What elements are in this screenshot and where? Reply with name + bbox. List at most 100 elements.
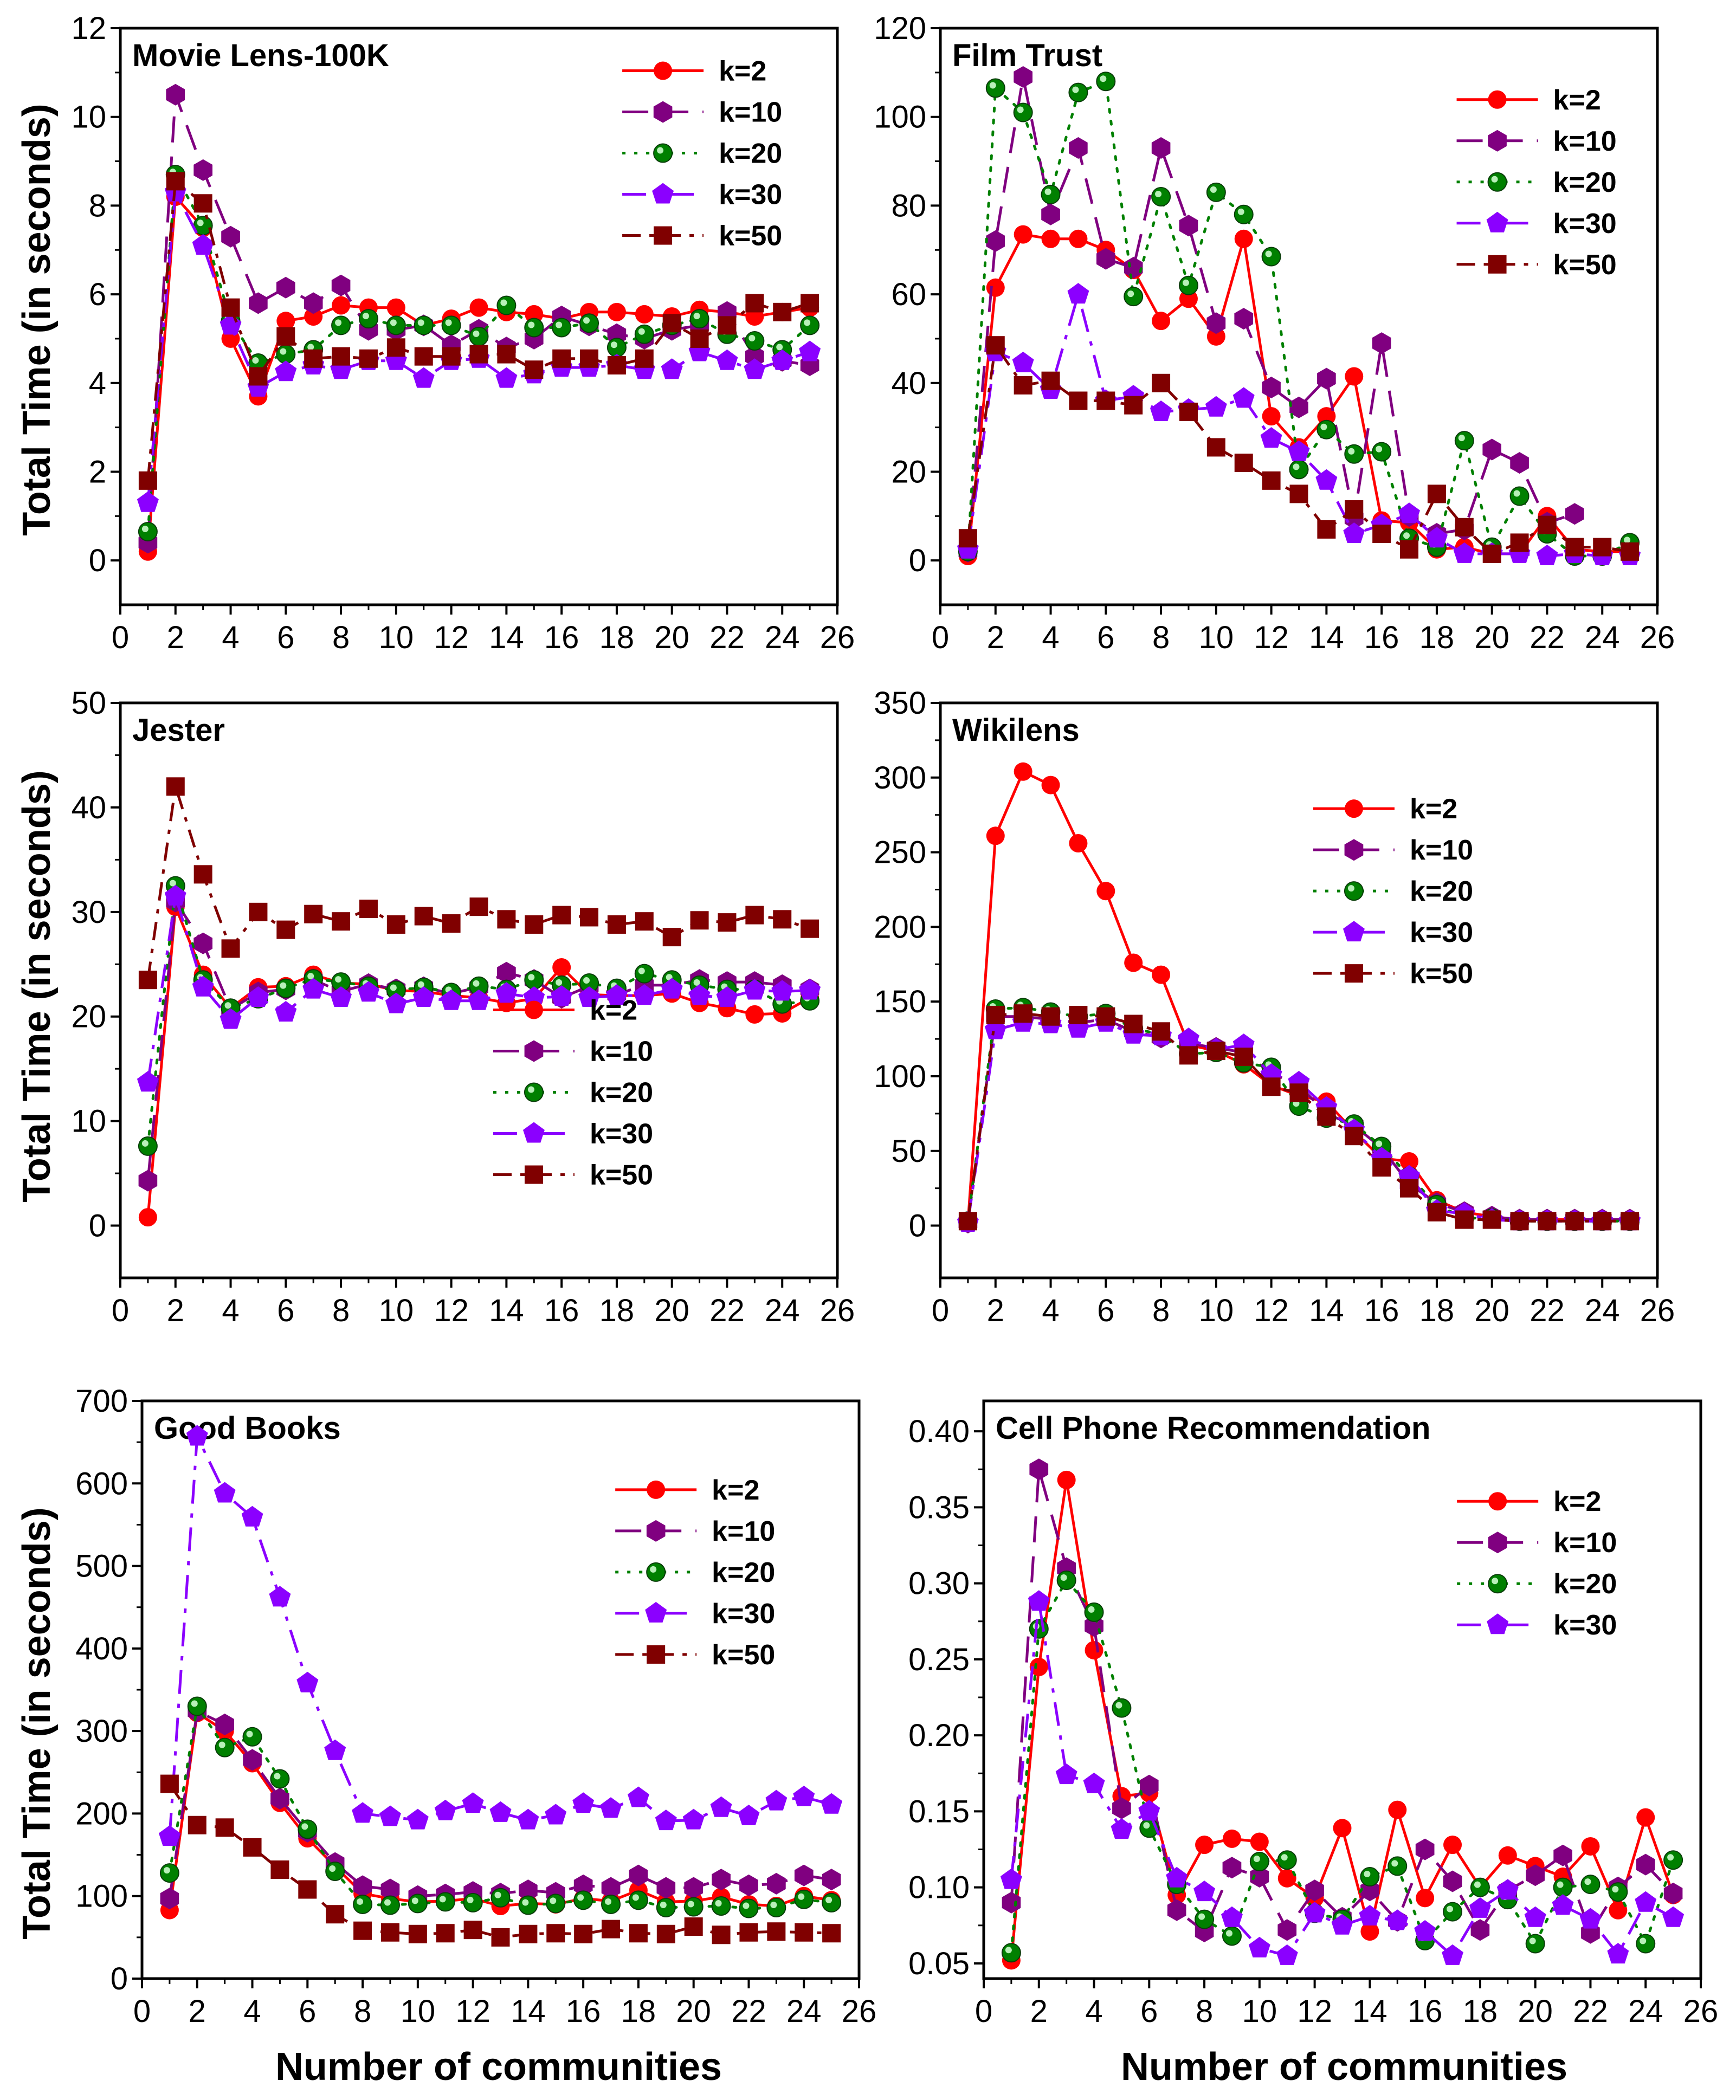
data-point [408, 1894, 428, 1914]
data-point [138, 471, 157, 490]
y-tick-label: 0 [909, 1209, 926, 1244]
data-point [1443, 1836, 1462, 1855]
data-point [436, 1924, 455, 1943]
chart-title: Jester [132, 713, 225, 748]
data-point [580, 908, 599, 927]
data-point [1096, 248, 1115, 270]
legend-label: k=20 [1410, 876, 1473, 907]
data-point [220, 1008, 242, 1029]
data-point [1442, 1944, 1463, 1965]
legend-label: k=2 [1410, 793, 1457, 825]
data-point [1469, 1897, 1491, 1918]
data-point [1427, 484, 1446, 503]
data-point [463, 1892, 483, 1912]
x-tick-label: 12 [434, 1293, 469, 1328]
data-point [518, 1895, 538, 1915]
marker-highlight [274, 1773, 281, 1780]
data-point [1635, 1891, 1657, 1912]
data-point [1454, 431, 1474, 451]
data-point [739, 1923, 758, 1942]
legend-label: k=10 [1553, 126, 1617, 157]
data-point [1152, 965, 1171, 984]
data-point [1152, 312, 1171, 331]
data-point [1443, 1902, 1463, 1922]
data-point [1067, 283, 1089, 304]
data-point [166, 83, 185, 106]
data-point [1372, 332, 1391, 354]
data-point [469, 897, 488, 916]
data-point [442, 914, 461, 933]
marker-highlight [1348, 448, 1355, 455]
data-point [1387, 1856, 1408, 1876]
marker-highlight [528, 321, 535, 328]
data-point [1151, 137, 1171, 159]
data-point [1536, 545, 1558, 565]
marker-highlight [556, 979, 563, 986]
data-point [221, 939, 240, 958]
data-point [1277, 1919, 1297, 1941]
data-point [1096, 882, 1115, 901]
data-point [1206, 438, 1225, 457]
marker-highlight [1376, 1140, 1383, 1147]
marker-highlight [141, 525, 149, 532]
marker-highlight [445, 319, 452, 326]
data-point [304, 307, 323, 326]
series-k-50 [958, 336, 1640, 563]
x-tick-label: 12 [1254, 1293, 1289, 1328]
data-point [1112, 1797, 1131, 1819]
data-point [523, 986, 545, 1007]
x-tick-label: 18 [621, 1994, 656, 2029]
legend-label: k=50 [1410, 958, 1473, 990]
data-point [249, 902, 268, 921]
data-point [1359, 1905, 1381, 1925]
data-point [1028, 1590, 1050, 1611]
data-point [1262, 377, 1281, 398]
legend-marker [1344, 881, 1364, 901]
marker-highlight [417, 981, 424, 988]
x-tick-label: 10 [379, 620, 414, 655]
series-k-30 [957, 1011, 1641, 1232]
data-point [765, 1789, 788, 1811]
legend-marker [652, 183, 674, 204]
x-tick-label: 6 [277, 620, 294, 655]
y-tick-label: 120 [874, 11, 926, 46]
data-point [1552, 1894, 1574, 1915]
data-point [1344, 444, 1364, 464]
x-tick-label: 6 [1097, 1293, 1114, 1328]
marker-highlight [191, 1700, 198, 1707]
data-point [1205, 396, 1227, 417]
x-tick-label: 8 [332, 1293, 350, 1328]
legend-marker [524, 1165, 543, 1184]
legend-label: k=2 [1553, 85, 1601, 116]
data-point [1317, 520, 1336, 539]
data-point [193, 159, 212, 181]
data-point [1482, 438, 1501, 461]
x-axis-title-left: Number of communities [275, 2045, 722, 2089]
legend-marker [646, 1562, 666, 1582]
x-tick-label: 14 [1309, 620, 1344, 655]
series-line [966, 1012, 1630, 1223]
data-point [579, 313, 599, 333]
data-point [773, 910, 792, 929]
series-k-20 [159, 1696, 842, 1918]
data-point [985, 78, 1005, 98]
data-point [1069, 229, 1088, 248]
series-line [1010, 1601, 1674, 1958]
y-tick-label: 0.15 [908, 1794, 970, 1829]
series-line [146, 193, 810, 552]
data-point [359, 349, 378, 368]
data-point [1455, 518, 1474, 537]
chart-6: 0 2 4 6 8 10 12 14 16 18 20 22 24 260.050.100.150.200… [908, 1399, 1718, 2029]
data-point [546, 1924, 565, 1943]
legend-marker [1344, 964, 1363, 983]
data-point [1400, 540, 1419, 559]
marker-highlight [522, 1899, 529, 1906]
x-tick-label: 22 [731, 1994, 766, 2029]
y-tick-label: 8 [89, 188, 106, 223]
marker-highlight [1182, 279, 1189, 286]
marker-highlight [583, 317, 590, 324]
data-point [386, 298, 405, 317]
data-point [1014, 762, 1032, 781]
marker-highlight [989, 82, 996, 89]
data-point [412, 367, 435, 388]
